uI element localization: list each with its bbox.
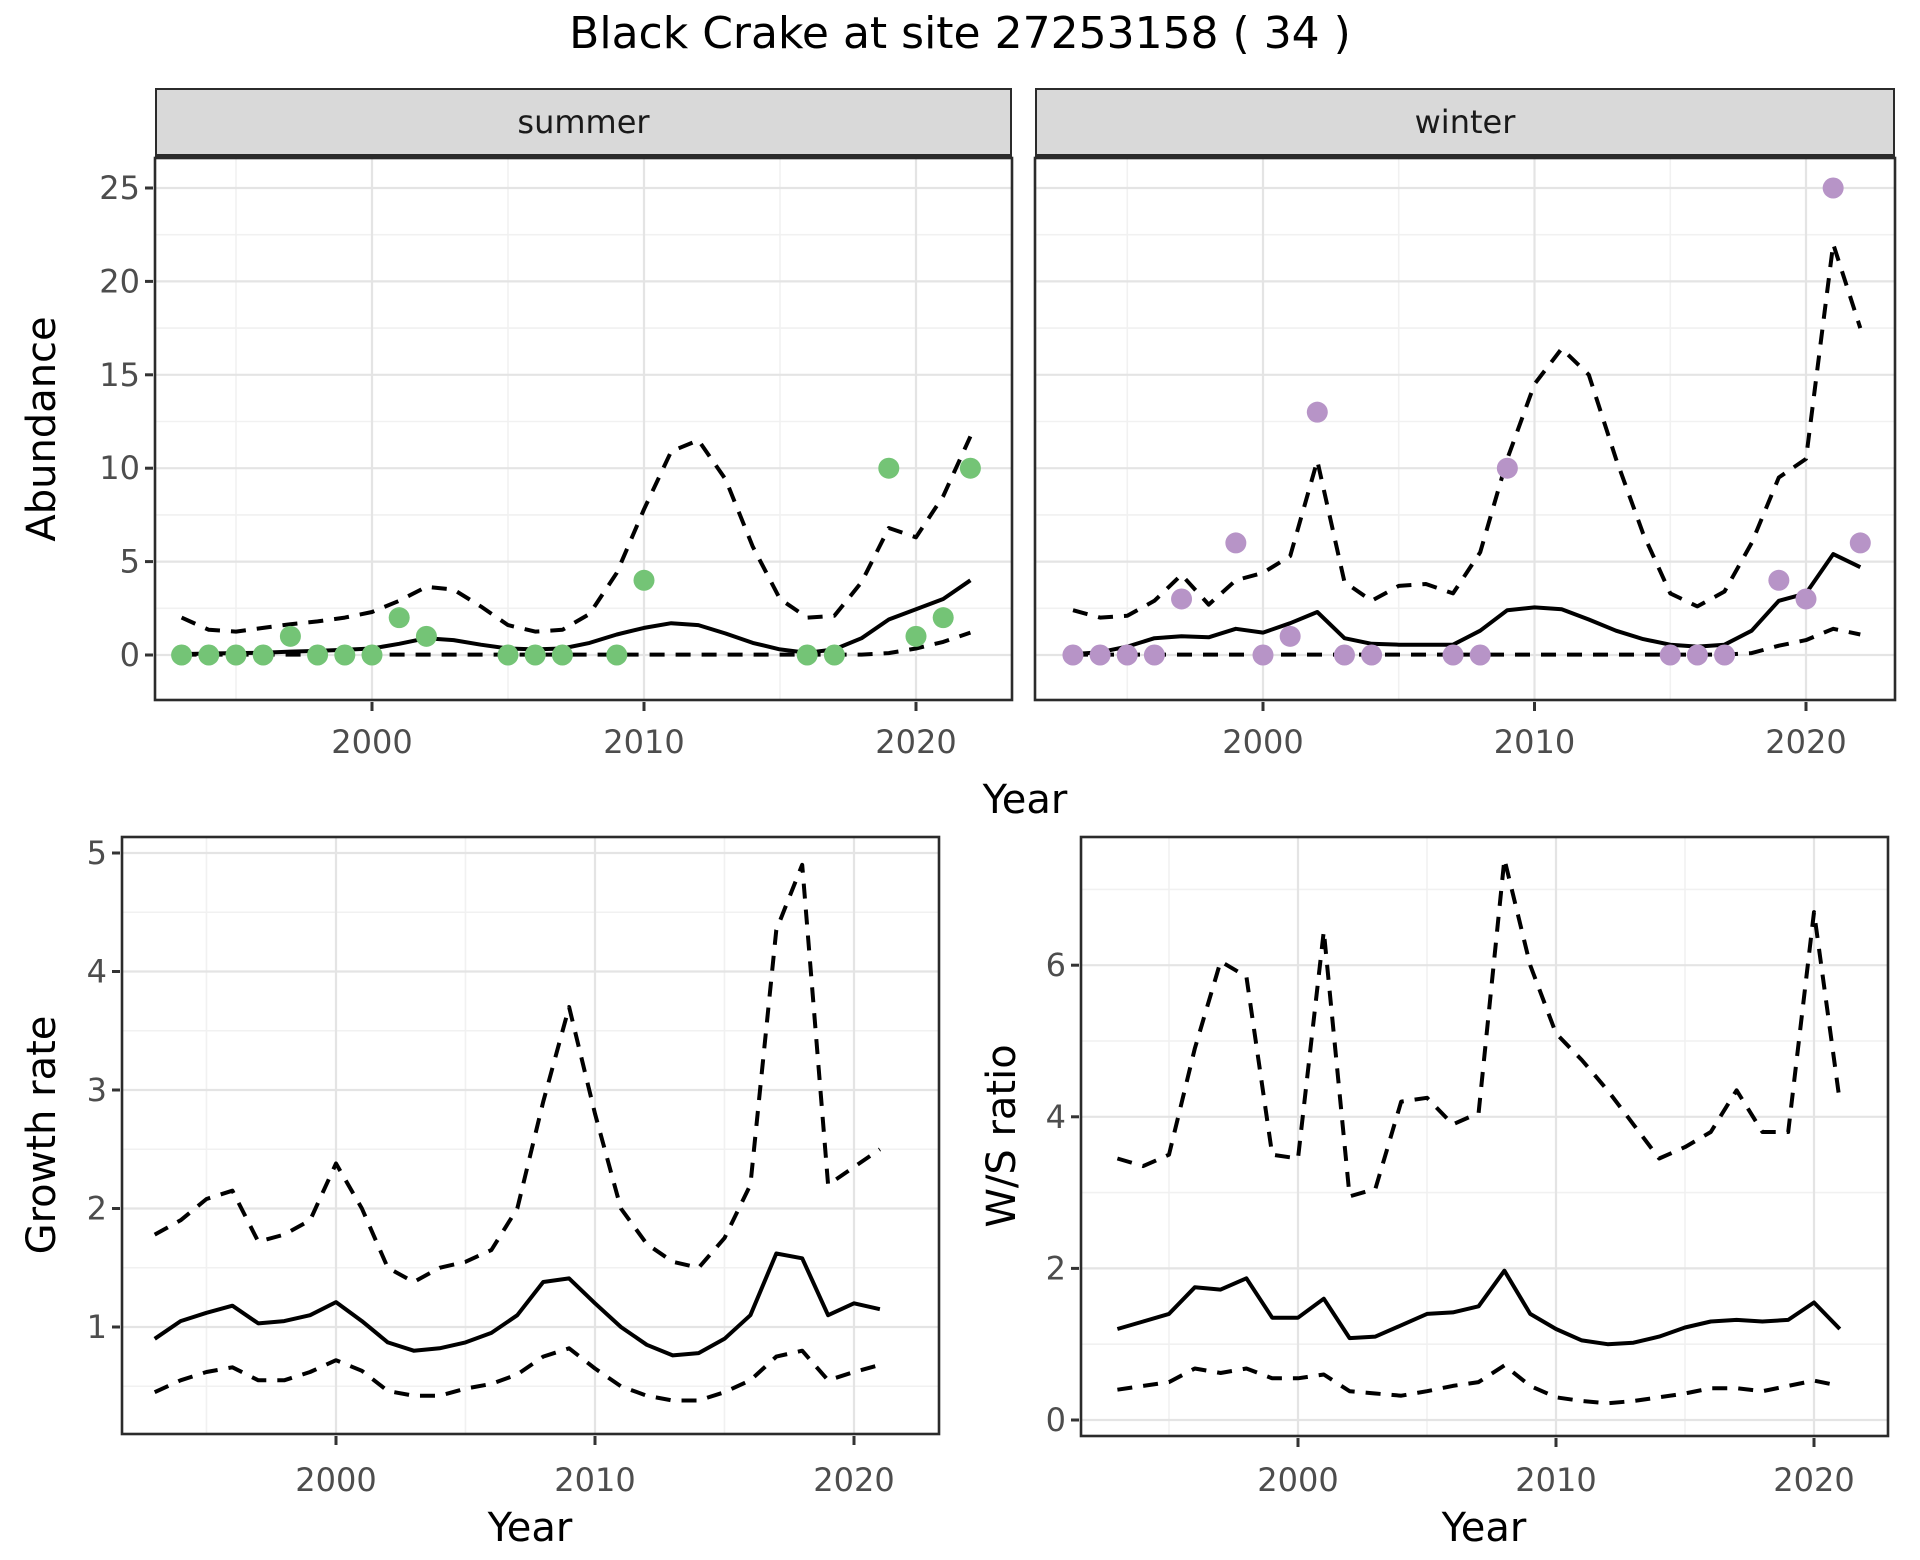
data-point [252, 644, 274, 666]
x-tick-label: 2010 [603, 723, 684, 761]
y-axis-title-growth-rate: Growth rate [19, 1015, 65, 1255]
abundance-summer-panel [155, 158, 1012, 700]
data-point [1279, 625, 1301, 647]
data-point [1252, 644, 1274, 666]
fit-line [153, 1251, 881, 1358]
y-tick-label: 2 [87, 1190, 107, 1228]
data-point [361, 644, 383, 666]
data-point [524, 644, 546, 666]
y-tick-label: 5 [87, 834, 107, 872]
data-point [796, 644, 818, 666]
y-tick-label: 0 [120, 636, 140, 674]
fit-line [1116, 1268, 1842, 1347]
x-tick-label: 2020 [1773, 1461, 1854, 1499]
ci-upper-line [180, 435, 973, 634]
data-point [1795, 588, 1817, 610]
growth-rate-border [120, 835, 941, 1436]
data-point [497, 644, 519, 666]
data-point [334, 644, 356, 666]
y-tick-label: 25 [99, 169, 140, 207]
data-point [307, 644, 329, 666]
y-tick-label: 5 [120, 543, 140, 581]
ci-upper-line [153, 862, 882, 1284]
data-point [198, 644, 220, 666]
data-point [905, 625, 927, 647]
x-tick-label: 2020 [1765, 723, 1846, 761]
data-point [1768, 569, 1790, 591]
y-tick-label: 4 [1046, 1098, 1066, 1136]
data-point [551, 644, 573, 666]
data-point [415, 625, 437, 647]
data-point [279, 625, 301, 647]
x-axis-title-year-ws: Year [1441, 1505, 1527, 1551]
data-point [1333, 644, 1355, 666]
data-point [1143, 644, 1165, 666]
data-point [1849, 532, 1871, 554]
y-tick-label: 2 [1046, 1249, 1066, 1287]
fit-line [1072, 552, 1862, 657]
y-tick-label: 1 [87, 1308, 107, 1346]
x-tick-label: 2000 [1222, 723, 1303, 761]
data-point [1062, 644, 1084, 666]
x-tick-label: 2000 [295, 1461, 376, 1499]
data-point [171, 644, 193, 666]
data-point [1089, 644, 1111, 666]
x-tick-label: 2020 [813, 1461, 894, 1499]
x-axis-title-year-growth: Year [487, 1505, 573, 1551]
page-title: Black Crake at site 27253158 ( 34 ) [569, 8, 1351, 59]
data-point [633, 569, 655, 591]
abundance-summer-border [153, 156, 1014, 702]
y-tick-label: 10 [99, 449, 140, 487]
abundance-winter-panel [1035, 158, 1895, 700]
data-point [878, 457, 900, 479]
y-axis-title-ws-ratio: W/S ratio [979, 1044, 1025, 1228]
data-point [1686, 644, 1708, 666]
facet-strip-winter-label: winter [1414, 103, 1516, 141]
x-tick-label: 2010 [1494, 723, 1575, 761]
y-tick-label: 20 [99, 262, 140, 300]
ci-lower-line [153, 1346, 881, 1403]
data-point [1822, 177, 1844, 199]
ws-ratio-panel [1081, 837, 1888, 1436]
abundance-winter-border [1033, 156, 1897, 702]
data-point [225, 644, 247, 666]
x-tick-label: 2010 [554, 1461, 635, 1499]
data-point [1225, 532, 1247, 554]
data-point [1469, 644, 1491, 666]
y-tick-label: 0 [1046, 1401, 1066, 1439]
x-axis-title-year-top: Year [982, 777, 1068, 823]
facet-strip-summer: summer [155, 88, 1012, 158]
x-tick-label: 2000 [331, 723, 412, 761]
ws-ratio-border [1079, 835, 1890, 1438]
data-point [388, 607, 410, 629]
data-point [823, 644, 845, 666]
y-tick-label: 4 [87, 953, 107, 991]
data-point [1361, 644, 1383, 666]
data-point [932, 607, 954, 629]
y-tick-label: 6 [1046, 946, 1066, 984]
y-axis-title-abundance: Abundance [19, 316, 65, 542]
y-tick-label: 15 [99, 356, 140, 394]
data-point [1496, 457, 1518, 479]
facet-strip-summer-label: summer [517, 103, 650, 141]
data-point [959, 457, 981, 479]
x-tick-label: 2010 [1515, 1461, 1596, 1499]
data-point [1171, 588, 1193, 610]
data-point [1714, 644, 1736, 666]
ci-upper-line [1072, 242, 1863, 620]
data-point [1116, 644, 1138, 666]
growth-rate-panel [122, 837, 939, 1434]
facet-strip-winter: winter [1035, 88, 1895, 158]
data-point [1442, 644, 1464, 666]
y-tick-label: 3 [87, 1071, 107, 1109]
data-point [1659, 644, 1681, 666]
ci-lower-line [1117, 1363, 1841, 1406]
data-point [1306, 401, 1328, 423]
x-tick-label: 2020 [875, 723, 956, 761]
data-point [606, 644, 628, 666]
x-tick-label: 2000 [1257, 1461, 1338, 1499]
